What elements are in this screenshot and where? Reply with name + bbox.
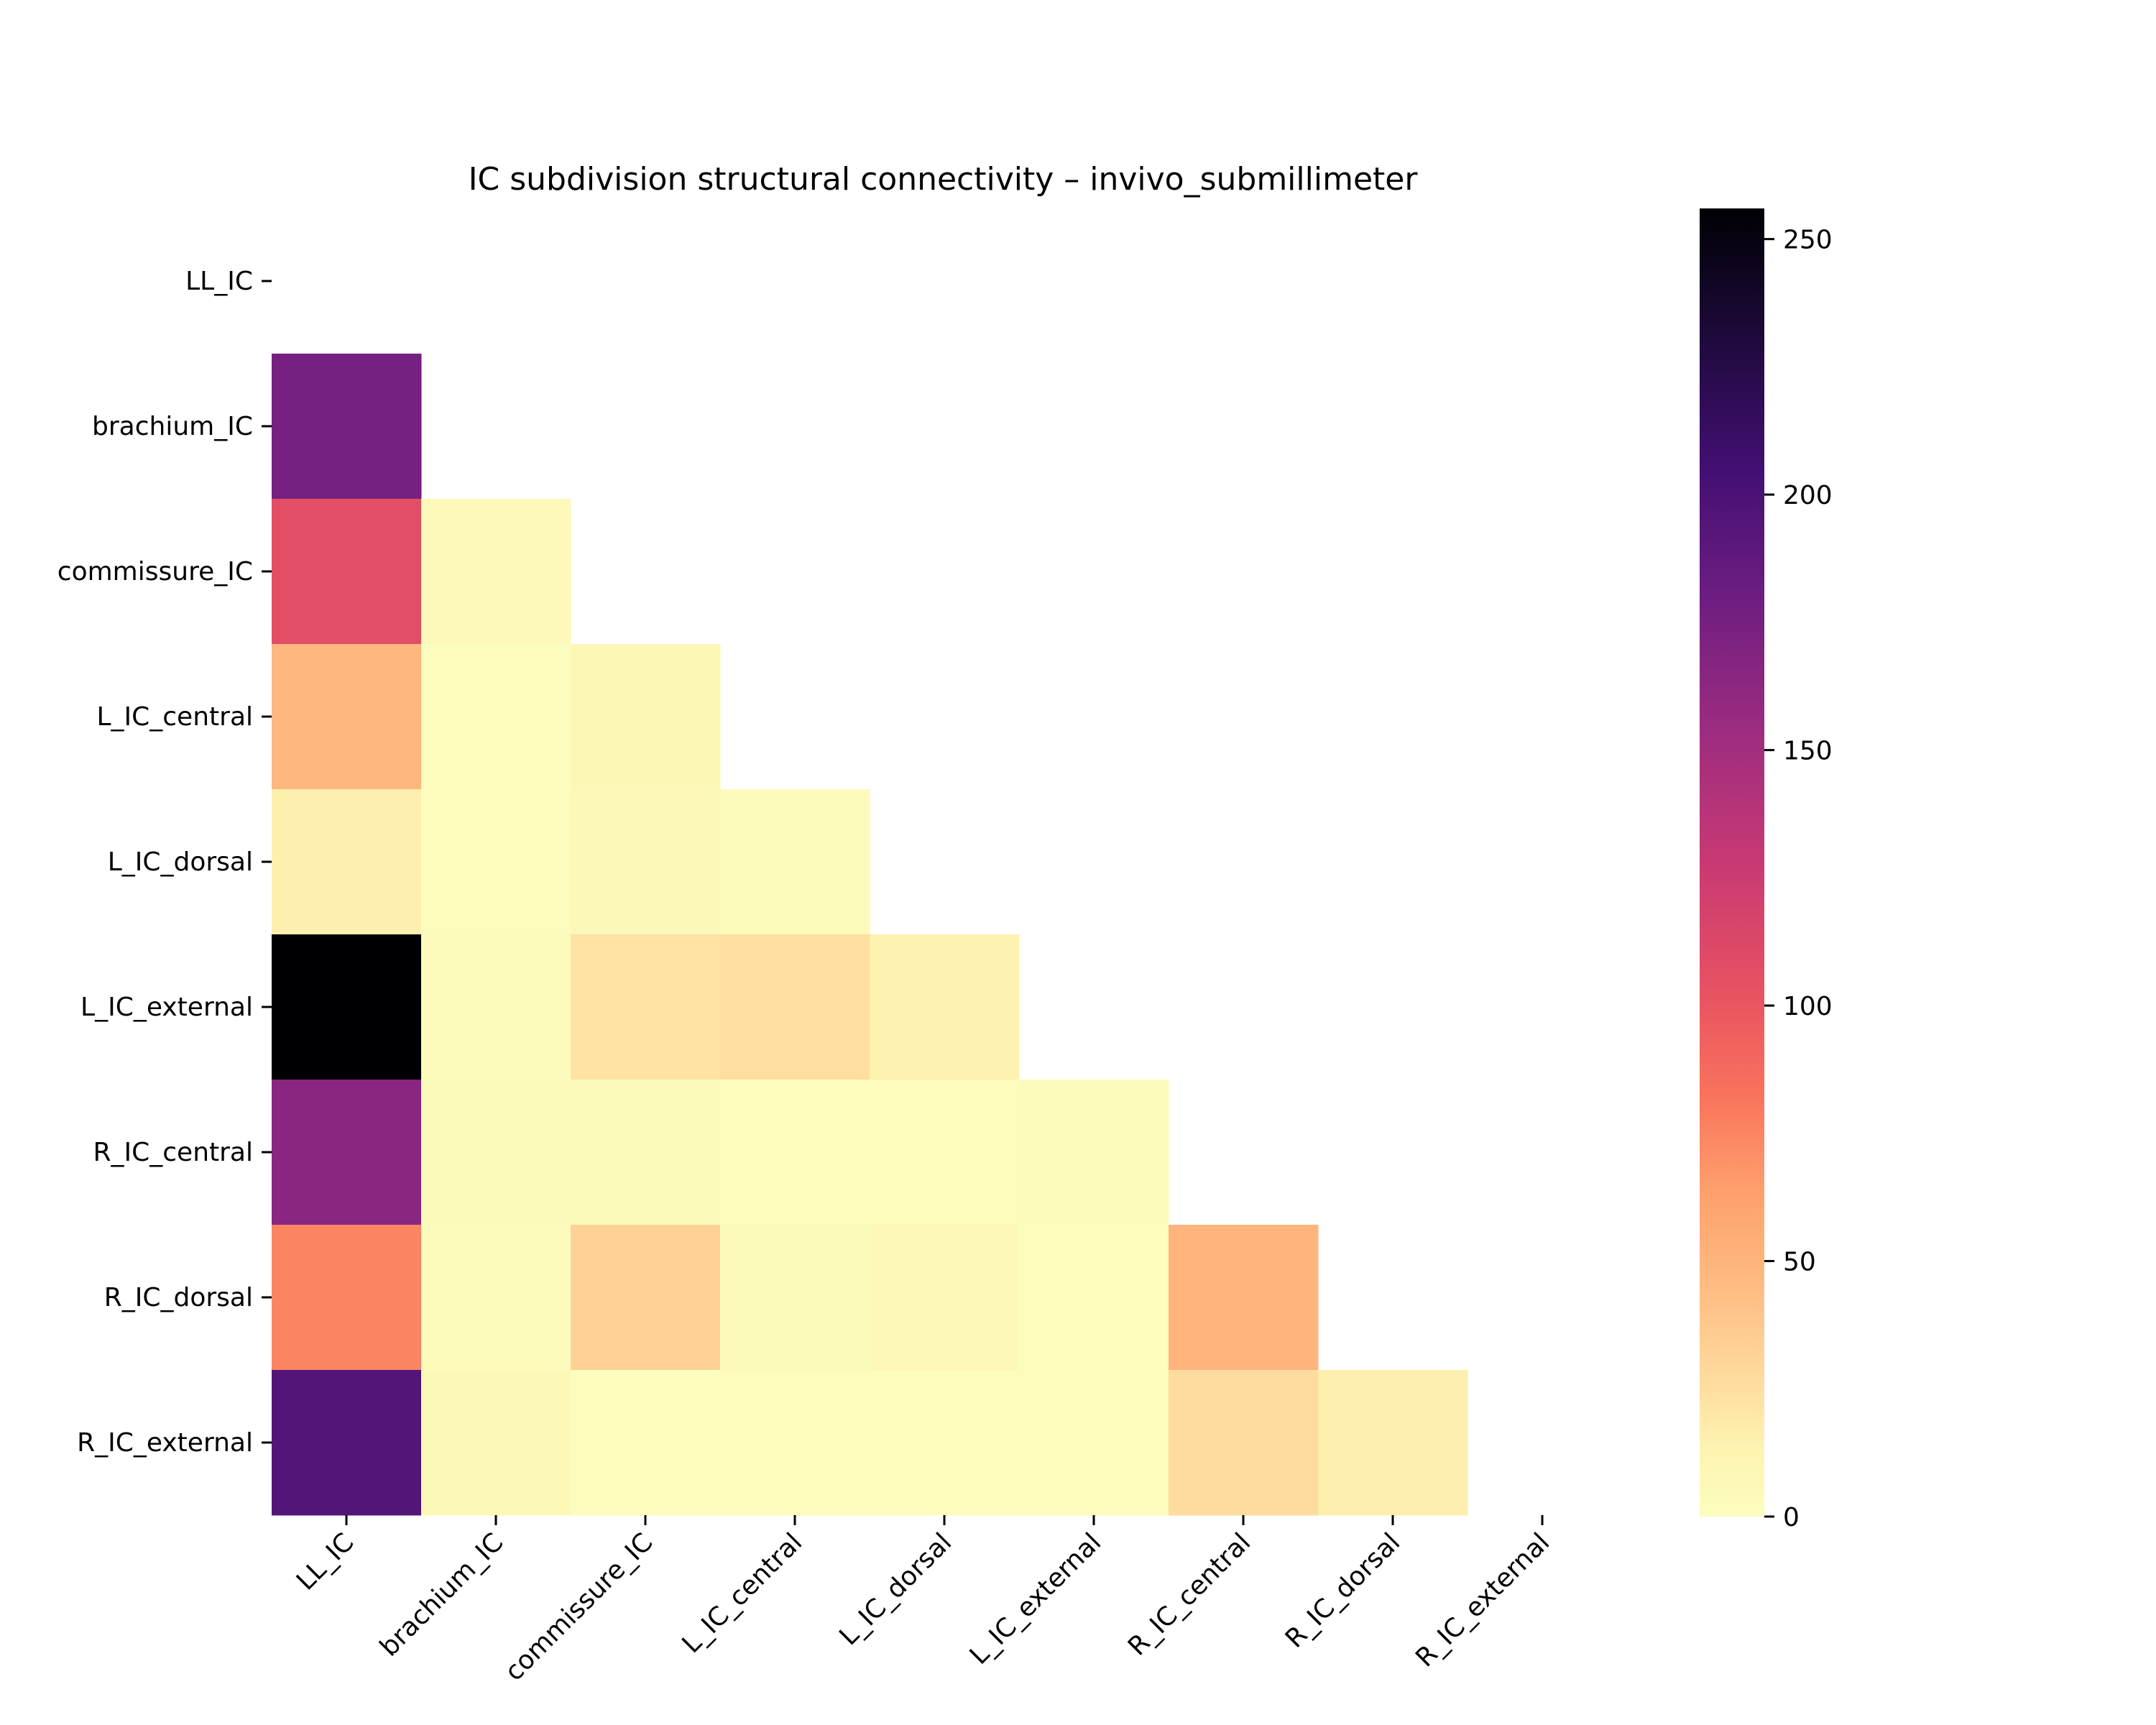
heatmap-cell-R_IC_dorsal-L_IC_central [720, 1225, 870, 1371]
heatmap-cell-R_IC_central-L_IC_dorsal [870, 1080, 1020, 1225]
row-tick-labels: LL_IC brachium_IC commissure_IC L_IC_centra… [57, 267, 272, 1458]
heatmap-cell-R_IC_dorsal-brachium_IC [421, 1225, 571, 1371]
colorbar-tick-label: 100 [1783, 992, 1833, 1021]
heatmap-cell-R_IC_external-L_IC_central [720, 1370, 870, 1516]
column-tick-label: R_IC_central [1123, 1527, 1256, 1661]
row-tick-label: LL_IC [185, 267, 253, 296]
colorbar-tick-label: 50 [1783, 1248, 1816, 1277]
row-tick-label: R_IC_dorsal [104, 1283, 253, 1312]
heatmap-cell-L_IC_external-brachium_IC [421, 934, 571, 1080]
heatmap-cell-R_IC_central-LL_IC [272, 1080, 422, 1225]
heatmap-cell-L_IC_external-L_IC_central [720, 934, 870, 1080]
heatmap-cell-L_IC_external-LL_IC [272, 934, 422, 1080]
colorbar-gradient [1700, 208, 1764, 1517]
colorbar: 0 50 100 150 200 250 [1700, 208, 1833, 1532]
row-tick-label: R_IC_central [93, 1138, 253, 1167]
heatmap-cell-R_IC_central-commissure_IC [571, 1080, 721, 1225]
heatmap-cell-R_IC_dorsal-L_IC_dorsal [870, 1225, 1020, 1371]
column-tick-label: commissure_IC [499, 1527, 658, 1686]
column-tick-label: brachium_IC [374, 1527, 509, 1662]
heatmap-cell-L_IC_central-LL_IC [272, 644, 422, 790]
heatmap-cell-commissure_IC-brachium_IC [421, 499, 571, 645]
heatmap-cell-R_IC_central-L_IC_central [720, 1080, 870, 1225]
colorbar-tick-label: 250 [1783, 226, 1833, 255]
row-tick-label: L_IC_external [80, 993, 253, 1022]
row-tick-label: L_IC_dorsal [108, 847, 253, 877]
row-tick-label: L_IC_central [96, 702, 253, 732]
heatmap-cell-R_IC_dorsal-LL_IC [272, 1225, 422, 1371]
column-tick-label: LL_IC [291, 1527, 359, 1596]
row-tick-label: R_IC_external [77, 1428, 253, 1458]
heatmap-cell-L_IC_dorsal-LL_IC [272, 789, 422, 935]
heatmap-cell-R_IC_external-commissure_IC [571, 1370, 721, 1516]
heatmap-cell-R_IC_external-R_IC_central [1169, 1370, 1319, 1516]
heatmap-cells [272, 354, 1468, 1516]
heatmap-cell-R_IC_external-L_IC_external [1019, 1370, 1169, 1516]
column-tick-label: L_IC_dorsal [834, 1527, 957, 1651]
column-tick-label: L_IC_central [677, 1527, 808, 1659]
heatmap-cell-L_IC_dorsal-L_IC_central [720, 789, 870, 935]
heatmap-cell-L_IC_central-brachium_IC [421, 644, 571, 790]
heatmap-cell-L_IC_external-commissure_IC [571, 934, 721, 1080]
heatmap-cell-R_IC_external-LL_IC [272, 1370, 422, 1516]
heatmap-cell-R_IC_dorsal-L_IC_external [1019, 1225, 1169, 1371]
heatmap-cell-R_IC_external-brachium_IC [421, 1370, 571, 1516]
heatmap-cell-commissure_IC-LL_IC [272, 499, 422, 645]
column-tick-label: L_IC_external [964, 1527, 1107, 1670]
heatmap-cell-R_IC_central-L_IC_external [1019, 1080, 1169, 1225]
colorbar-tick-label: 150 [1783, 737, 1833, 766]
colorbar-ticks: 0 50 100 150 200 250 [1764, 226, 1833, 1532]
heatmap-cell-L_IC_dorsal-commissure_IC [571, 789, 721, 935]
row-tick-label: brachium_IC [92, 412, 253, 441]
column-tick-label: R_IC_dorsal [1280, 1527, 1406, 1654]
heatmap-cell-R_IC_external-L_IC_dorsal [870, 1370, 1020, 1516]
heatmap-cell-R_IC_dorsal-R_IC_central [1169, 1225, 1319, 1371]
chart-title: IC subdivision structural connectivity –… [469, 161, 1419, 198]
heatmap-cell-brachium_IC-LL_IC [272, 354, 422, 500]
heatmap-cell-R_IC_external-R_IC_dorsal [1318, 1370, 1468, 1516]
heatmap-cell-R_IC_central-brachium_IC [421, 1080, 571, 1225]
colorbar-tick-label: 0 [1783, 1503, 1800, 1532]
heatmap-cell-L_IC_external-L_IC_dorsal [870, 934, 1020, 1080]
row-tick-label: commissure_IC [57, 557, 253, 586]
heatmap-cell-L_IC_dorsal-brachium_IC [421, 789, 571, 935]
colorbar-tick-label: 200 [1783, 481, 1833, 510]
heatmap-cell-R_IC_dorsal-commissure_IC [571, 1225, 721, 1371]
column-tick-label: R_IC_external [1410, 1527, 1555, 1673]
heatmap-cell-L_IC_central-commissure_IC [571, 644, 721, 790]
